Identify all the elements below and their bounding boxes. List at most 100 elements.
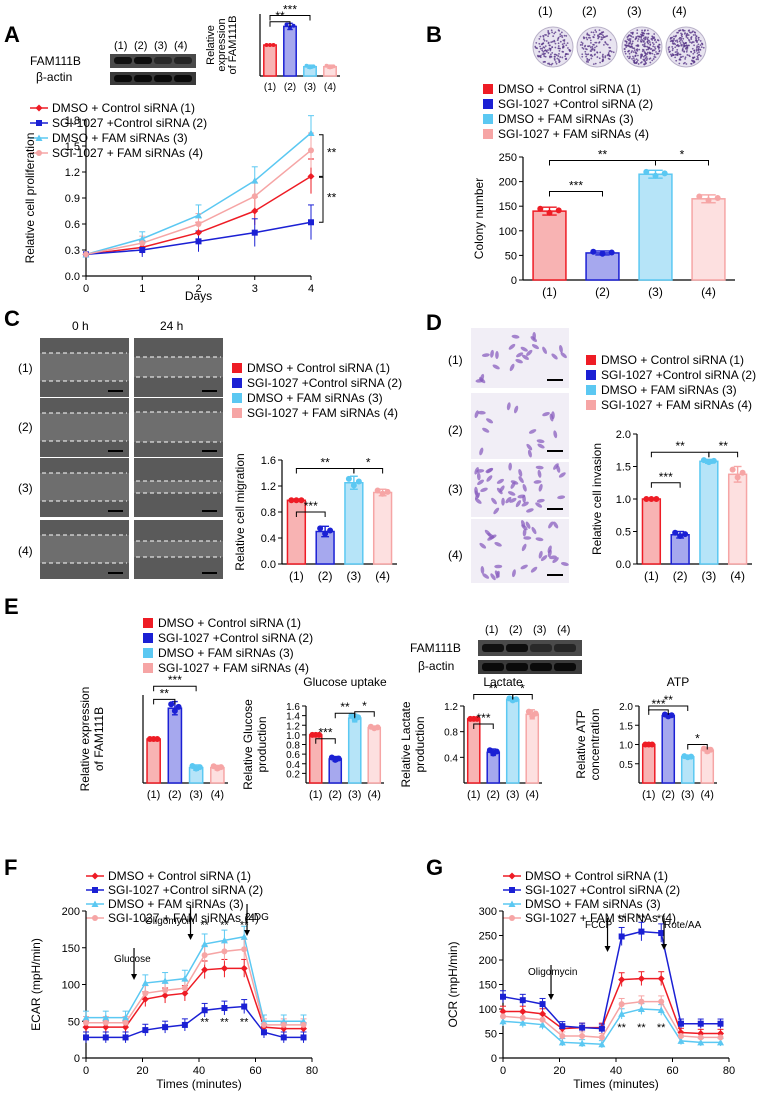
- colony-dot: [559, 33, 562, 36]
- colony-dot: [608, 58, 611, 61]
- D_bar-point-2-1: [672, 529, 679, 536]
- colony-dot: [559, 40, 562, 43]
- E_glu-point-3-3: [355, 714, 362, 721]
- E_atp-category-4: (4): [701, 789, 714, 801]
- colony-dot: [563, 34, 566, 37]
- plate-label-2: (2): [582, 4, 597, 18]
- colony-dot: [557, 45, 560, 47]
- colony-dot: [641, 54, 644, 57]
- F_line-series-3-point-6: [201, 940, 209, 948]
- G_line-series-4-point-10: [697, 1034, 704, 1041]
- B_bar-bar-3: [638, 173, 673, 281]
- invasion-image-1: [471, 328, 569, 388]
- colony-dot: [685, 44, 688, 47]
- A_line-series-2-point-4: [308, 219, 314, 226]
- colony-dot: [691, 59, 693, 62]
- colony-dot: [674, 53, 677, 56]
- E_lac-ylabel-2: production: [413, 716, 427, 772]
- colony-dot: [648, 46, 651, 49]
- colony-dot: [676, 50, 678, 53]
- colony-dot: [643, 58, 646, 61]
- invasion-cell: [537, 443, 545, 449]
- D_bar-point-4-1: [729, 466, 736, 473]
- f-sig-bottom-3: **: [240, 1017, 249, 1029]
- colony-dot: [682, 44, 684, 46]
- legend-g-label-1: DMSO + Control siRNA (1): [525, 869, 668, 883]
- G_line-xlabel: Times (minutes): [573, 1077, 659, 1091]
- d-1-2-bracket: [650, 482, 681, 488]
- colony-dot: [674, 46, 677, 49]
- A_bar-point-3-3: [311, 64, 316, 69]
- invasion-cell: [557, 495, 566, 500]
- colony-dot: [566, 42, 569, 44]
- G_line-ytick-label-5: 250: [479, 931, 497, 943]
- colony-dot: [558, 52, 560, 55]
- A_line-xtick-label-0: 0: [83, 283, 89, 295]
- colony-dot: [678, 53, 681, 56]
- legend-e-label-1: DMSO + Control siRNA (1): [158, 616, 301, 630]
- colony-dot: [693, 49, 696, 52]
- colony-dot: [636, 44, 639, 47]
- colony-dot: [557, 29, 560, 31]
- F_line-xlabel: Times (minutes): [156, 1077, 242, 1091]
- colony-dot: [648, 41, 651, 44]
- G_line-ytick-label-2: 100: [479, 1004, 497, 1016]
- colony-dot: [637, 38, 640, 40]
- C_bar-point-2-2: [322, 530, 329, 537]
- colony-dot: [636, 48, 639, 51]
- E_expr-point-2-3: [175, 703, 182, 710]
- colony-dot: [634, 55, 637, 58]
- colony-dot: [556, 57, 559, 60]
- A_line-ytick-label-3: 0.9: [65, 193, 80, 205]
- blot-a-actin-band-3: [154, 75, 172, 82]
- colony-dot: [632, 51, 635, 53]
- colony-dot: [699, 55, 702, 57]
- colony-dot: [653, 53, 656, 56]
- colony-dot: [550, 55, 552, 58]
- colony-dot: [697, 58, 699, 61]
- blot-e-actin-band-2: [506, 663, 528, 671]
- e-atp-1-3-bracket: [648, 705, 689, 711]
- colony-dot: [596, 51, 599, 54]
- colony-dot: [600, 38, 603, 41]
- colony-dot: [680, 34, 683, 37]
- A_line-series-1-point-4: [307, 172, 315, 180]
- colony-dot: [679, 58, 682, 61]
- F_line-series-line-3: [86, 935, 304, 1022]
- colony-dot: [657, 46, 660, 48]
- e-atp-3-4-bracket: [687, 744, 708, 750]
- colony-dot: [683, 50, 686, 53]
- A_line-series-3-point-3: [251, 177, 259, 184]
- D_bar-category-4: (4): [730, 569, 745, 583]
- invasion-cell: [490, 349, 494, 358]
- G_line-series-4-point-9: [677, 1032, 684, 1039]
- colony-dot: [551, 46, 553, 48]
- blot-label-actin: β-actin: [36, 70, 72, 84]
- colony-dot: [588, 34, 591, 37]
- colony-dot: [561, 56, 564, 59]
- chart-C_bar: 0.0 0.4 0.8 1.2 1.6 (1) (2) (3) (4) Relative cell…: [233, 453, 397, 583]
- colony-dot: [586, 59, 589, 61]
- F_line-series-1-point-0: [82, 1023, 90, 1031]
- D_bar-ytick-label-1: 0.5: [616, 527, 631, 539]
- E_atp-point-4-3: [707, 746, 714, 753]
- colony-dot: [697, 38, 700, 41]
- colony-dot: [590, 31, 593, 34]
- annotation-oligomycin-f: Oligomycin: [145, 916, 194, 927]
- E_lac-point-2-3: [493, 748, 500, 755]
- invasion-cell: [536, 498, 545, 503]
- G_line-series-2-point-9: [677, 1020, 684, 1027]
- colony-dot: [602, 58, 605, 61]
- colony-dot: [678, 62, 681, 65]
- wound-row-label-4: (4): [18, 544, 33, 558]
- panel-letter-d: D: [426, 310, 442, 335]
- B_bar-ytick-label-2: 100: [499, 226, 517, 238]
- F_line-series-1-point-8: [240, 964, 248, 972]
- F_line-series-3-point-3: [141, 979, 149, 987]
- B_bar-ytick-label-1: 50: [505, 250, 517, 262]
- invasion-cell: [521, 520, 526, 528]
- colony-dot: [606, 54, 609, 57]
- A_bar-point-3-2: [308, 65, 312, 70]
- colony-dot: [683, 33, 686, 35]
- G_line-series-line-3: [502, 1008, 721, 1046]
